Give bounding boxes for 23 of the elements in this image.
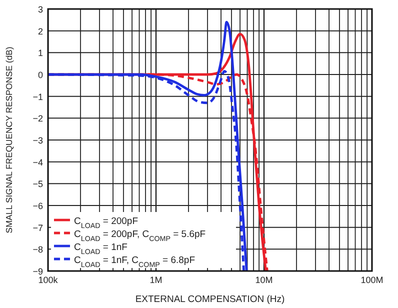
y-tick-label: −3 [32,136,43,146]
y-tick-label: −6 [32,201,43,211]
y-tick-label: −1 [32,92,43,102]
y-tick-label: −7 [32,222,43,233]
y-tick-label: 1 [38,48,43,58]
y-tick-label: −2 [32,114,43,124]
legend-label: C$_{LOAD}$ = 1nF [74,242,128,256]
y-tick-label: 3 [38,4,43,14]
x-tick-label: 100k [38,275,58,285]
x-axis-title: EXTERNAL COMPENSATION (Hz) [135,294,285,305]
x-tick-label: 1M [150,275,162,285]
legend-label: C$_{LOAD}$ = 200pF, C$_{COMP}$ = 5.6pF [74,229,206,243]
y-tick-label: −4 [32,157,43,168]
legend-label: C$_{LOAD}$ = 200pF [74,216,138,230]
y-axis-title: SMALL SIGNAL FREQUENCY RESPONSE (dB) [4,46,14,234]
x-tick-label: 10M [255,275,273,285]
y-tick-label: 0 [38,70,43,80]
y-tick-label: −5 [32,179,43,190]
legend-label: C$_{LOAD}$ = 1nF, C$_{COMP}$ = 6.8pF [74,255,196,269]
x-tick-label: 100M [360,275,384,285]
y-tick-label: 2 [38,26,43,36]
y-tick-label: −9 [32,266,43,276]
y-tick-label: −8 [32,244,43,255]
